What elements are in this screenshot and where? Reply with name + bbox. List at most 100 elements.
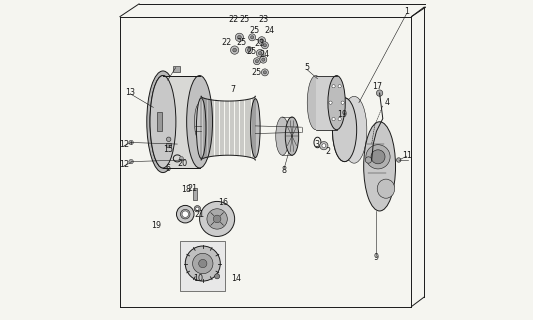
Ellipse shape [307, 76, 325, 130]
Circle shape [350, 139, 354, 143]
Circle shape [253, 58, 261, 65]
Circle shape [256, 50, 264, 57]
Circle shape [261, 69, 269, 76]
FancyBboxPatch shape [163, 76, 199, 168]
Circle shape [263, 71, 266, 74]
Text: 8: 8 [281, 166, 287, 175]
Text: 16: 16 [219, 197, 229, 206]
Circle shape [251, 36, 254, 39]
Circle shape [332, 117, 335, 121]
Circle shape [235, 33, 244, 42]
Circle shape [329, 101, 332, 104]
Circle shape [233, 48, 237, 52]
Text: 15: 15 [163, 145, 173, 154]
Ellipse shape [176, 205, 194, 223]
Text: 13: 13 [125, 88, 135, 97]
Ellipse shape [364, 122, 395, 211]
Text: 20: 20 [177, 159, 187, 168]
Text: 23: 23 [254, 39, 264, 48]
Circle shape [207, 209, 227, 229]
Text: 10: 10 [193, 274, 203, 283]
Circle shape [194, 205, 200, 212]
Circle shape [397, 158, 401, 162]
Text: 23: 23 [259, 15, 269, 24]
Circle shape [335, 139, 339, 143]
Ellipse shape [285, 117, 298, 155]
Circle shape [263, 44, 266, 47]
Bar [166, 143, 171, 147]
Text: 24: 24 [264, 27, 274, 36]
Circle shape [129, 140, 133, 145]
Bar [157, 112, 163, 131]
Circle shape [238, 36, 241, 39]
Circle shape [342, 150, 347, 155]
Circle shape [338, 117, 341, 121]
Circle shape [255, 60, 259, 63]
Bar [173, 66, 180, 72]
Text: 25: 25 [237, 38, 247, 47]
Circle shape [261, 42, 269, 49]
Circle shape [182, 211, 189, 217]
Circle shape [365, 157, 372, 163]
Circle shape [350, 116, 354, 121]
Circle shape [338, 84, 341, 88]
Circle shape [192, 253, 213, 274]
Ellipse shape [333, 98, 357, 162]
Circle shape [213, 215, 221, 223]
Text: 24: 24 [259, 50, 269, 59]
Circle shape [260, 39, 263, 42]
Text: 2: 2 [326, 147, 331, 156]
Ellipse shape [276, 117, 289, 155]
Text: 11: 11 [402, 151, 411, 160]
Text: 22: 22 [229, 15, 239, 24]
Circle shape [129, 159, 133, 164]
Circle shape [259, 52, 262, 55]
Ellipse shape [150, 76, 176, 168]
Bar [193, 188, 197, 200]
Bar [316, 76, 337, 130]
Circle shape [199, 201, 235, 236]
Circle shape [341, 101, 344, 104]
Ellipse shape [251, 99, 260, 158]
Circle shape [246, 47, 253, 53]
Text: 12: 12 [119, 160, 129, 169]
Ellipse shape [328, 76, 345, 130]
Text: 25: 25 [246, 46, 257, 56]
Text: 19: 19 [337, 110, 348, 119]
Circle shape [247, 49, 251, 52]
Text: 9: 9 [374, 253, 379, 262]
Text: 25: 25 [239, 15, 249, 24]
Circle shape [185, 246, 220, 281]
Text: 14: 14 [231, 274, 241, 283]
Circle shape [366, 145, 390, 169]
Circle shape [262, 58, 265, 61]
Circle shape [199, 260, 207, 268]
Circle shape [322, 144, 326, 148]
Text: 25: 25 [252, 68, 262, 77]
Circle shape [320, 141, 328, 150]
Circle shape [198, 120, 201, 124]
Circle shape [249, 34, 256, 41]
Circle shape [230, 46, 239, 54]
Text: 1: 1 [404, 7, 409, 16]
Circle shape [376, 90, 383, 96]
Ellipse shape [196, 98, 206, 158]
Ellipse shape [181, 209, 190, 219]
Text: 21: 21 [195, 210, 205, 219]
Circle shape [258, 37, 265, 44]
Ellipse shape [342, 96, 367, 163]
Text: 18: 18 [181, 185, 191, 194]
Text: 5: 5 [304, 63, 310, 72]
Text: 7: 7 [230, 85, 236, 94]
Circle shape [332, 84, 335, 88]
Bar [181, 241, 225, 291]
Circle shape [341, 126, 348, 133]
Circle shape [215, 274, 220, 279]
Circle shape [335, 116, 339, 121]
Ellipse shape [147, 71, 179, 172]
Text: 3: 3 [314, 140, 320, 149]
Text: 19: 19 [151, 221, 161, 230]
Circle shape [260, 56, 267, 63]
Circle shape [180, 156, 183, 160]
Text: 6: 6 [165, 164, 170, 173]
